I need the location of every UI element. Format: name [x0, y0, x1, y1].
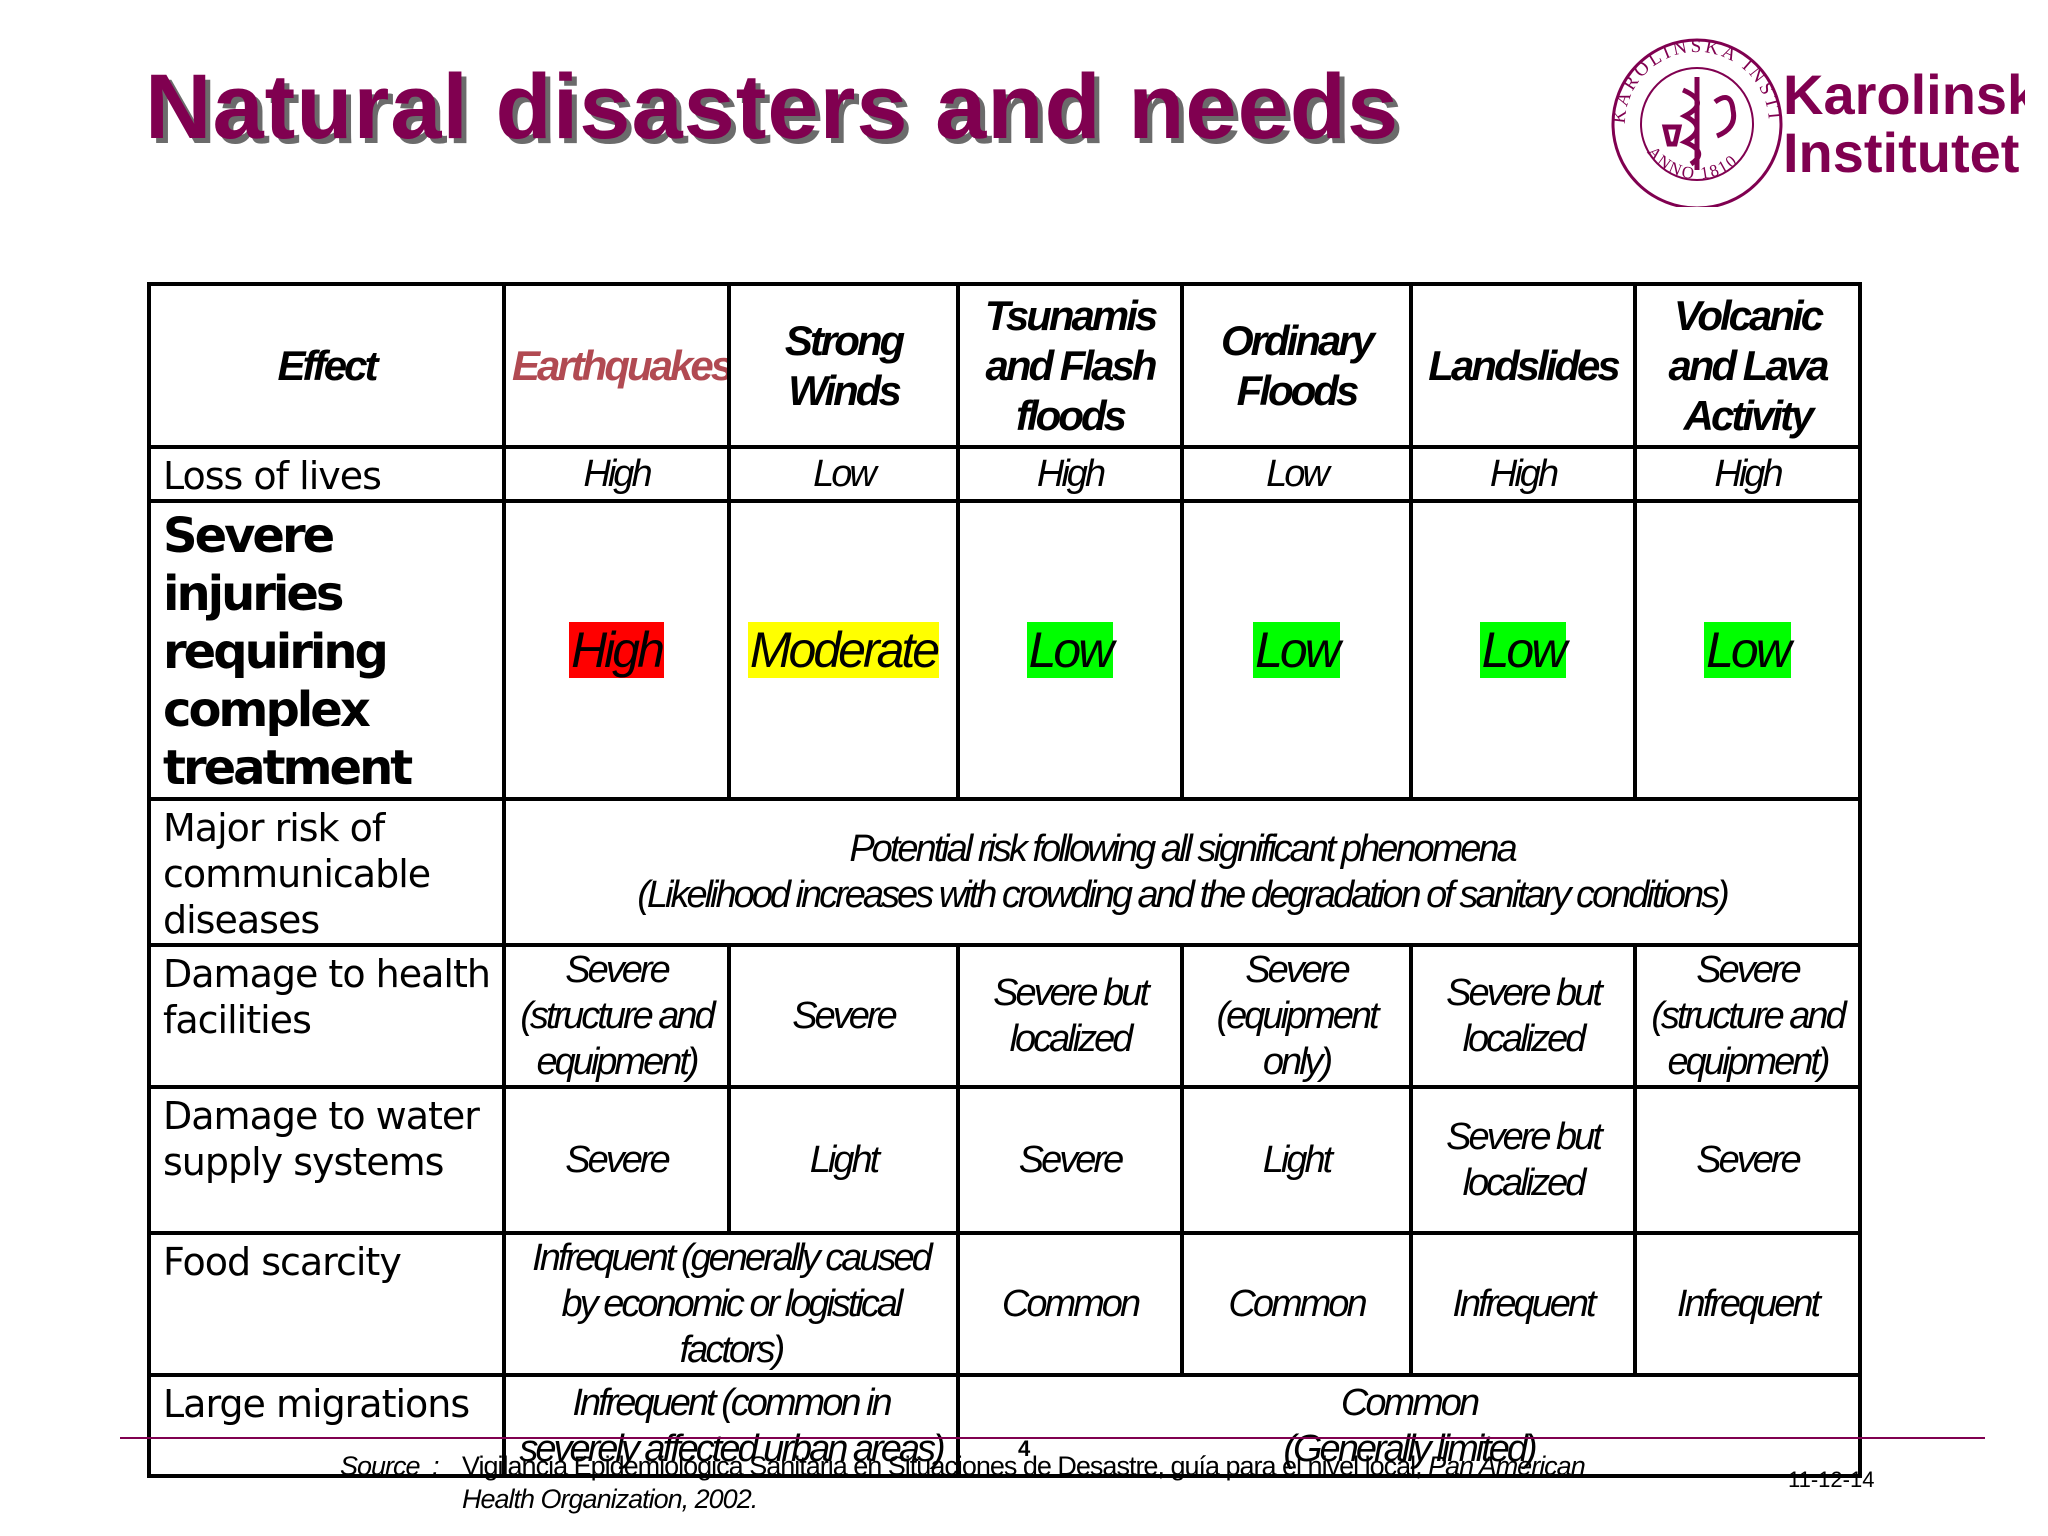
table-cell: Severe (structure and equipment) — [1633, 943, 1862, 1089]
merged-cell-communicable: Potential risk following all significant… — [502, 797, 1862, 947]
header-tsunamis: Tsunamis and Flash floods — [956, 282, 1184, 449]
table-cell: Severe (structure and equipment) — [502, 943, 731, 1089]
table-cell: Severe but localized — [1409, 943, 1637, 1089]
merged-cell-migrations-right: Common (Generally limited) — [956, 1373, 1862, 1478]
table-cell: Severe — [727, 943, 960, 1089]
table-cell: Light — [1180, 1085, 1413, 1235]
severity-badge-high: High — [569, 622, 665, 678]
slide-title: Natural disasters and needs — [145, 56, 1400, 158]
communicable-line2: (Likelihood increases with crowding and … — [637, 874, 1730, 916]
karolinska-logo: KAROLINSKA INSTITUTET ANNO 1810 Karolins… — [1597, 16, 2048, 210]
table-cell: Common — [1180, 1231, 1413, 1377]
table-cell: Low — [727, 445, 960, 503]
header-landslides: Landslides — [1409, 282, 1637, 449]
row-label-health-facilities: Damage to health facilities — [147, 943, 506, 1089]
logo-name-line2: Institutet — [1783, 121, 2019, 184]
table-cell: High — [1409, 445, 1637, 503]
footer-divider — [120, 1437, 1985, 1439]
source-text-plain: Vigilancia Epidemiológica Sanitaria en S… — [462, 1451, 1423, 1481]
severity-badge-low: Low — [1704, 622, 1792, 678]
table-cell: Low — [1633, 499, 1862, 801]
row-label-communicable: Major risk of communicable diseases — [147, 797, 506, 947]
logo-name-line1: Karolinska — [1783, 63, 2025, 126]
migrations-common: Common — [1340, 1381, 1480, 1424]
table-cell: Severe — [956, 1085, 1184, 1235]
table-cell: Low — [1180, 445, 1413, 503]
table-cell: Low — [1180, 499, 1413, 801]
header-ordinary-floods: Ordinary Floods — [1180, 282, 1413, 449]
row-label-water-supply: Damage to water supply systems — [147, 1085, 506, 1235]
table-row: Loss of lives High Low High Low High Hig… — [147, 445, 1862, 503]
source-text-italic: Pan American Health Organization, 2002. — [462, 1451, 1586, 1514]
row-label-severe-injuries: Severe injuries requiring complex treatm… — [147, 499, 506, 801]
header-row: Effect Earthquakes Strong Winds Tsunamis… — [147, 282, 1862, 449]
source-text: Vigilancia Epidemiológica Sanitaria en S… — [462, 1450, 1642, 1516]
disaster-needs-table: Effect Earthquakes Strong Winds Tsunamis… — [147, 282, 1862, 1478]
header-volcanic: Volcanic and Lava Activity — [1633, 282, 1862, 449]
header-effect: Effect — [147, 282, 506, 449]
table-cell: High — [1633, 445, 1862, 503]
page-number: 4 — [1018, 1436, 1031, 1461]
table-cell: Severe — [1633, 1085, 1862, 1235]
table-cell: Light — [727, 1085, 960, 1235]
table-cell: Infrequent — [1409, 1231, 1637, 1377]
source-label: Source — [340, 1451, 421, 1481]
row-label-food-scarcity: Food scarcity — [147, 1231, 506, 1377]
table-cell: High — [956, 445, 1184, 503]
table-cell: Moderate — [727, 499, 960, 801]
table-cell: Severe but localized — [1409, 1085, 1637, 1235]
seal-emblem — [1661, 77, 1737, 170]
table-row: Major risk of communicable diseases Pote… — [147, 797, 1862, 947]
severity-badge-low: Low — [1253, 622, 1341, 678]
merged-cell-food-scarcity: Infrequent (generally caused by economic… — [502, 1231, 960, 1377]
table-cell: Infrequent — [1633, 1231, 1862, 1377]
table-cell: Severe — [502, 1085, 731, 1235]
severity-badge-low: Low — [1479, 622, 1567, 678]
slide-date: 11-12-14 — [1788, 1467, 1875, 1492]
seal-inner-ring — [1640, 67, 1754, 181]
table-row: Large migrations Infrequent (common in s… — [147, 1373, 1862, 1478]
migrations-generally-limited: (Generally limited) — [1283, 1427, 1537, 1470]
severity-badge-low: Low — [1026, 622, 1114, 678]
table-cell: High — [502, 445, 731, 503]
table-row: Damage to water supply systems Severe Li… — [147, 1085, 1862, 1235]
severity-badge-moderate: Moderate — [747, 622, 940, 678]
header-strong-winds: Strong Winds — [727, 282, 960, 449]
row-label-migrations: Large migrations — [147, 1373, 506, 1478]
row-label-loss-of-lives: Loss of lives — [147, 445, 506, 503]
table-cell: Severe but localized — [956, 943, 1184, 1089]
table-cell: Low — [1409, 499, 1637, 801]
table-cell: Severe (equipment only) — [1180, 943, 1413, 1089]
table-row: Damage to health facilities Severe (stru… — [147, 943, 1862, 1089]
source-colon: : — [432, 1451, 439, 1481]
table-row: Food scarcity Infrequent (generally caus… — [147, 1231, 1862, 1377]
table-row: Severe injuries requiring complex treatm… — [147, 499, 1862, 801]
table-cell: Low — [956, 499, 1184, 801]
merged-cell-migrations-left: Infrequent (common in severely affected … — [502, 1373, 960, 1478]
table-cell: High — [502, 499, 731, 801]
table-cell: Common — [956, 1231, 1184, 1377]
communicable-line1: Potential risk following all significant… — [849, 828, 1517, 870]
header-earthquakes: Earthquakes — [502, 282, 731, 449]
